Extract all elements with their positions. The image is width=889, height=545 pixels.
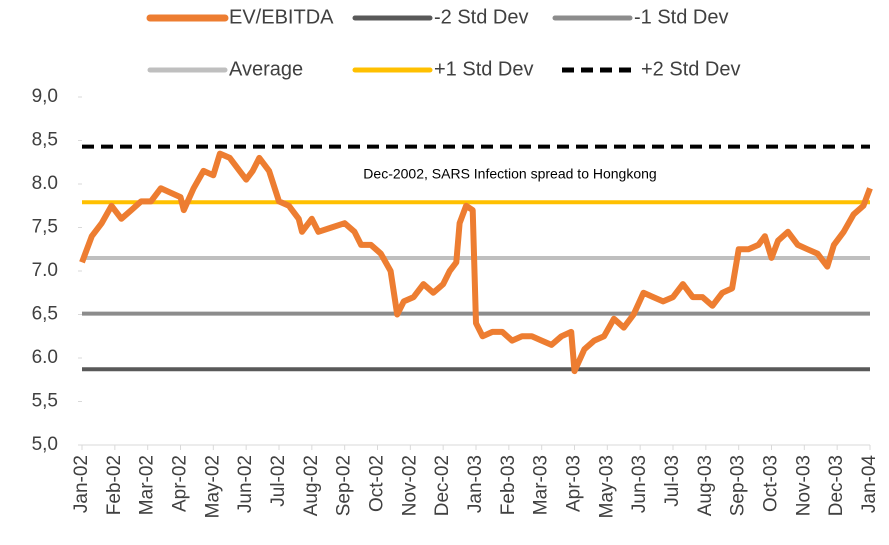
x-tick-label: Sep-03 [728,455,749,516]
y-tick-label: 5,5 [32,391,58,412]
legend-label: +1 Std Dev [434,58,534,80]
x-tick-label: Sep-02 [334,455,355,516]
x-tick-label: Dec-02 [432,455,453,516]
x-tick-label: Jul-03 [662,455,683,507]
x-tick-label: Jan-04 [859,455,880,514]
x-tick-label: Oct-02 [367,455,388,512]
legend-label: -1 Std Dev [634,6,728,28]
annotation: Dec-2002, SARS Infection spread to Hongk… [363,166,656,182]
y-tick-label: 8,5 [32,130,58,151]
x-tick-label: Mar-03 [531,455,552,515]
x-tick-label: Jan-03 [465,455,486,513]
x-tick-label: May-03 [596,455,617,518]
y-tick-label: 6,5 [32,304,58,325]
x-tick-label: Dec-03 [826,455,847,516]
y-tick-label: 8.0 [32,173,58,194]
x-tick-label: Aug-02 [301,455,322,516]
x-tick-label: Jun-03 [629,455,650,513]
legend-label: -2 Std Dev [434,6,528,28]
x-tick-label: Nov-02 [399,455,420,516]
x-tick-label: Feb-02 [104,455,125,515]
x-tick-label: Oct-03 [761,455,782,512]
x-tick-label: Mar-02 [137,455,158,515]
y-tick-label: 7,5 [32,217,58,238]
x-tick-label: Nov-03 [793,455,814,516]
x-tick-label: Jul-02 [268,455,289,507]
x-tick-label: Jan-02 [71,455,92,513]
legend-label: Average [229,58,303,80]
x-tick-label: May-02 [202,455,223,518]
y-tick-label: 5,0 [32,434,58,455]
x-tick-label: Feb-03 [498,455,519,515]
x-tick-label: Apr-02 [170,455,191,512]
y-tick-label: 7.0 [32,260,58,281]
legend-label: +2 Std Dev [641,58,741,80]
y-tick-label: 6.0 [32,347,58,368]
x-tick-label: Aug-03 [695,455,716,516]
x-tick-label: Jun-02 [235,455,256,513]
legend-label: EV/EBITDA [229,6,334,28]
x-tick-label: Apr-03 [564,455,585,512]
series-line [79,150,873,375]
y-tick-label: 9,0 [32,86,58,107]
